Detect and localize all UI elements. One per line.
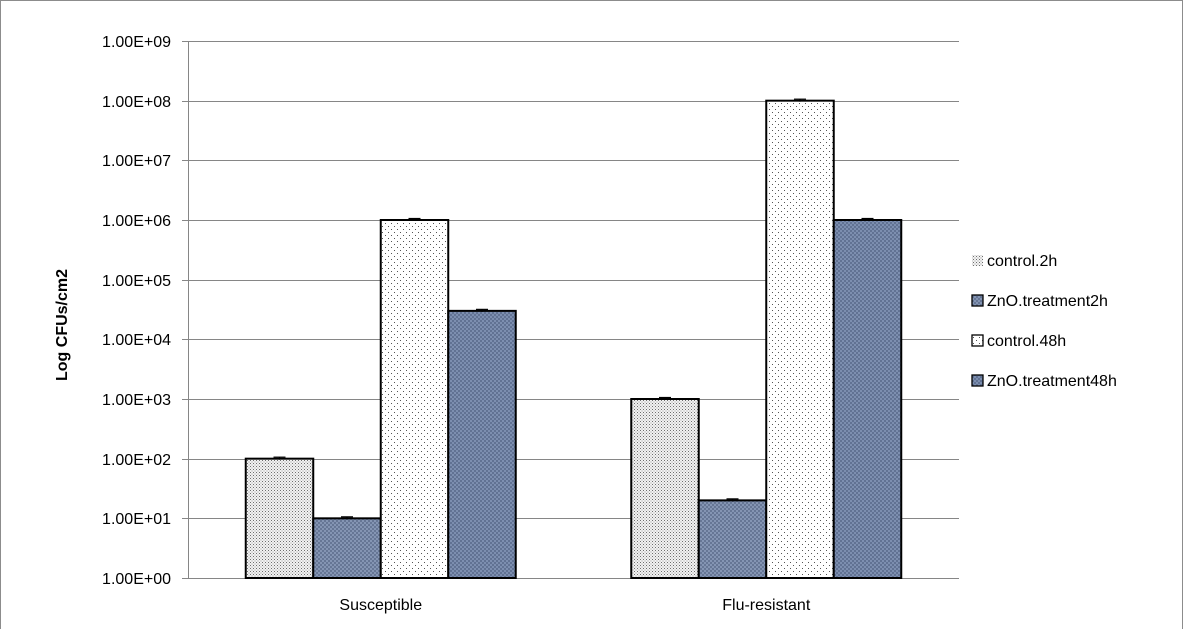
bar-control-2h-susceptible <box>244 457 315 579</box>
y-tick-label: 1.00E+07 <box>102 153 171 170</box>
legend-label: ZnO.treatment2h <box>987 293 1108 310</box>
y-tick-label: 1.00E+03 <box>102 392 171 409</box>
bars <box>244 99 903 580</box>
y-tick-label: 1.00E+05 <box>102 273 171 290</box>
y-axis-title: Log CFUs/cm2 <box>54 269 71 381</box>
bar-zno-treatment2h-susceptible <box>312 517 382 579</box>
legend-label: control.48h <box>987 333 1066 350</box>
legend-label: control.2h <box>987 253 1057 270</box>
error-bars <box>273 98 874 520</box>
y-axis-ticks: 1.00E+00 1.00E+01 1.00E+02 1.00E+03 1.00E+04… <box>102 34 188 588</box>
x-category-label: Susceptible <box>339 597 422 614</box>
y-tick-label: 1.00E+01 <box>102 511 171 528</box>
x-category-label: Flu-resistant <box>722 597 811 614</box>
y-tick-label: 1.00E+00 <box>102 571 171 588</box>
y-tick-label: 1.00E+04 <box>102 332 171 349</box>
y-tick-label: 1.00E+06 <box>102 213 171 230</box>
legend-swatch <box>972 255 983 266</box>
y-tick-label: 1.00E+08 <box>102 94 171 111</box>
y-tick-label: 1.00E+02 <box>102 452 171 469</box>
legend-swatch <box>971 334 984 347</box>
x-axis-categories: Susceptible Flu-resistant <box>339 597 810 614</box>
y-tick-label: 1.00E+09 <box>102 34 171 51</box>
bar-control-48h-susceptible <box>379 219 450 579</box>
bar-zno-treatment48h-susceptible <box>447 309 517 579</box>
legend-label: ZnO.treatment48h <box>987 373 1117 390</box>
bar-zno-treatment48h-flu-resistant <box>832 219 903 579</box>
legend-swatch <box>971 294 984 307</box>
bar-zno-treatment2h-flu-resistant <box>697 499 768 580</box>
legend: control.2h ZnO.treatment2h control.48h ZnO.… <box>971 253 1117 390</box>
legend-swatch <box>971 374 984 387</box>
bar-control-48h-flu-resistant <box>765 99 835 580</box>
bar-control-2h-flu-resistant <box>630 398 700 579</box>
